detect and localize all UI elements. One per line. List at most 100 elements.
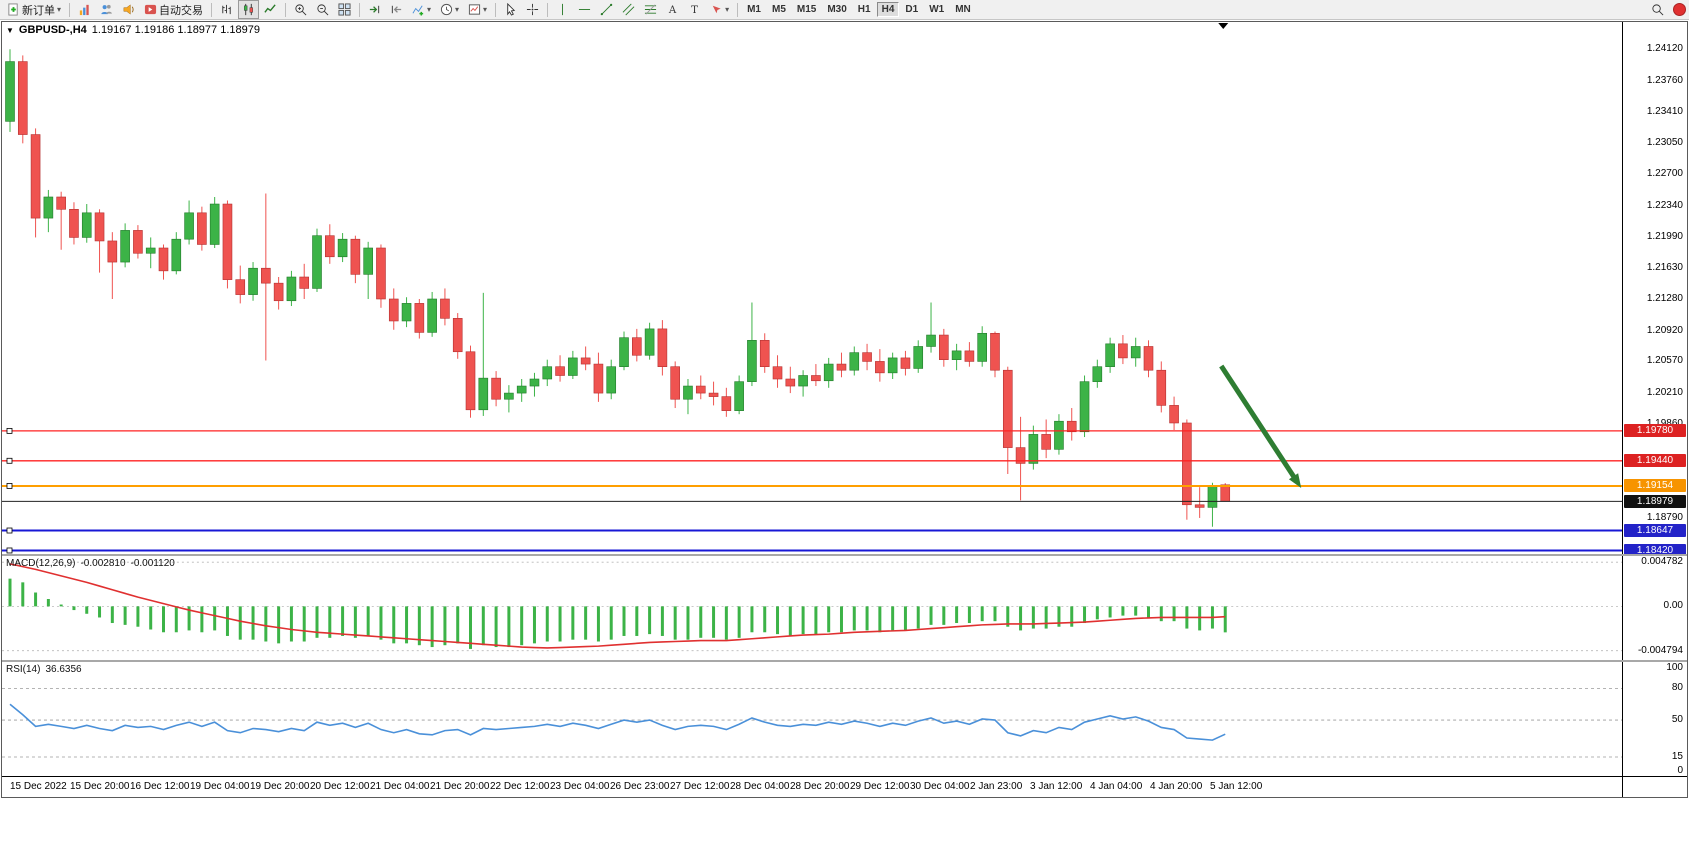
chevron-down-icon: ▾ <box>725 4 730 14</box>
trendline-button[interactable] <box>596 0 617 19</box>
chevron-down-icon: ▾ <box>57 4 62 14</box>
horizontal-lines[interactable] <box>2 427 1622 554</box>
svg-text:A: A <box>668 5 677 16</box>
indicators-button[interactable]: ▾ <box>408 0 435 19</box>
price-axis-label: 1.23760 <box>1646 74 1683 86</box>
text-button[interactable]: A <box>662 0 683 19</box>
macd-axis-label: 0.00 <box>1663 600 1683 612</box>
price-axis-label: 1.23050 <box>1646 137 1683 149</box>
zoom-out-button[interactable] <box>312 0 333 19</box>
line-handle[interactable] <box>6 527 13 534</box>
macd-scale[interactable]: 0.004782 0.00 -0.004794 <box>1622 556 1687 660</box>
toolbar-separator <box>547 2 549 17</box>
timeframe-m5-button[interactable]: M5 <box>771 4 786 15</box>
toolbar-right-group <box>1647 0 1686 19</box>
time-axis-label: 15 Dec 20:00 <box>70 781 130 792</box>
auto-scroll-button[interactable] <box>364 0 385 19</box>
crosshair-button[interactable] <box>522 0 543 19</box>
price-pane: ▼ GBPUSD-,H4 1.19167 1.19186 1.18977 1.1… <box>2 22 1687 557</box>
time-axis-label: 16 Dec 12:00 <box>130 781 190 792</box>
macd-signal-line <box>9 563 1226 649</box>
line-handle[interactable] <box>6 483 13 489</box>
search-button[interactable] <box>1647 0 1668 19</box>
text-icon: A <box>666 3 679 16</box>
candlestick-chart-button[interactable] <box>238 0 260 19</box>
rsi-plot[interactable]: RSI(14) 36.6356 <box>2 662 1622 776</box>
autotrading-button[interactable]: 自动交易 <box>140 0 207 19</box>
cursor-button[interactable] <box>500 0 521 19</box>
price-axis-label: 1.22340 <box>1646 199 1683 211</box>
toolbar-separator <box>285 2 287 17</box>
time-axis-label: 23 Dec 04:00 <box>550 781 610 792</box>
toolbar-separator <box>737 2 739 17</box>
fibonacci-button[interactable] <box>640 0 661 19</box>
price-chart[interactable] <box>2 22 1622 554</box>
time-axis-labels: 15 Dec 2022 15 Dec 20:00 16 Dec 12:00 19 De… <box>2 777 1622 797</box>
price-plot[interactable]: ▼ GBPUSD-,H4 1.19167 1.19186 1.18977 1.1… <box>2 22 1622 554</box>
chart-shift-icon <box>390 3 403 16</box>
chart-shift-button[interactable] <box>386 0 407 19</box>
arrows-icon <box>710 3 723 16</box>
timeframe-m15-button[interactable]: M15 <box>796 4 817 15</box>
line-handle[interactable] <box>6 457 13 464</box>
timeframe-w1-button[interactable]: W1 <box>929 4 945 15</box>
new-order-button[interactable]: 新订单 ▾ <box>3 0 65 19</box>
trend-arrow[interactable] <box>1219 364 1302 488</box>
rsi-line <box>9 703 1226 741</box>
channel-icon <box>622 3 635 16</box>
price-axis-label: 1.20570 <box>1646 355 1683 367</box>
price-axis-label: 1.24120 <box>1646 43 1683 55</box>
price-axis-label: 1.21280 <box>1646 292 1683 304</box>
time-axis-label: 29 Dec 12:00 <box>850 781 910 792</box>
rsi-value: 36.6356 <box>45 664 82 675</box>
vline-icon <box>556 3 569 16</box>
vertical-line-button[interactable] <box>552 0 573 19</box>
templates-button[interactable]: ▾ <box>464 0 491 19</box>
horizontal-line-button[interactable] <box>574 0 595 19</box>
arrows-button[interactable]: ▾ <box>706 0 733 19</box>
zoom-in-button[interactable] <box>290 0 311 19</box>
charts-button[interactable] <box>74 0 95 19</box>
ohlc-values: 1.19167 1.19186 1.18977 1.18979 <box>91 24 260 36</box>
time-axis[interactable]: 15 Dec 2022 15 Dec 20:00 16 Dec 12:00 19 De… <box>2 776 1687 797</box>
profiles-button[interactable] <box>96 0 117 19</box>
timeframe-d1-button[interactable]: D1 <box>905 4 919 15</box>
line-handle[interactable] <box>6 427 13 434</box>
timeframe-h1-button[interactable]: H1 <box>857 4 871 15</box>
channel-button[interactable] <box>618 0 639 19</box>
candles <box>5 49 1231 527</box>
price-axis-label: 1.21990 <box>1646 230 1683 242</box>
price-badge: 1.19780 <box>1624 424 1686 438</box>
time-axis-label: 2 Jan 23:00 <box>970 781 1023 792</box>
chevron-down-icon[interactable]: ▼ <box>6 25 14 35</box>
time-axis-label: 30 Dec 04:00 <box>910 781 970 792</box>
bar-chart-button[interactable] <box>216 0 237 19</box>
rsi-scale[interactable]: 100 80 50 15 0 <box>1622 662 1687 776</box>
notification-badge[interactable] <box>1673 3 1686 16</box>
search-icon <box>1651 3 1664 16</box>
alerts-button[interactable] <box>118 0 139 19</box>
timeframe-h4-button[interactable]: H4 <box>876 2 900 17</box>
svg-text:T: T <box>691 5 698 16</box>
rsi-label: RSI(14) 36.6356 <box>6 664 82 675</box>
time-axis-label: 4 Jan 04:00 <box>1090 781 1143 792</box>
time-axis-label: 22 Dec 12:00 <box>490 781 550 792</box>
macd-chart[interactable] <box>2 556 1622 660</box>
line-handle[interactable] <box>6 547 13 554</box>
label-button[interactable]: T <box>684 0 705 19</box>
rsi-chart[interactable] <box>2 662 1622 776</box>
macd-name: MACD(12,26,9) <box>6 558 76 569</box>
periods-button[interactable]: ▾ <box>436 0 463 19</box>
time-axis-label: 26 Dec 23:00 <box>610 781 670 792</box>
timeframe-mn-button[interactable]: MN <box>955 4 971 15</box>
toolbar-separator <box>211 2 213 17</box>
tile-windows-button[interactable] <box>334 0 355 19</box>
macd-main-value: -0.002810 <box>80 558 126 569</box>
rsi-axis-label: 80 <box>1671 682 1683 694</box>
timeframe-m1-button[interactable]: M1 <box>747 4 761 15</box>
line-chart-button[interactable] <box>260 0 281 19</box>
price-badge: 1.18420 <box>1624 543 1686 557</box>
macd-plot[interactable]: MACD(12,26,9) -0.002810 -0.001120 <box>2 556 1622 660</box>
timeframe-m30-button[interactable]: M30 <box>827 4 847 15</box>
price-scale[interactable]: 1.24120 1.23760 1.23410 1.23050 1.22700 1.223… <box>1622 22 1687 557</box>
